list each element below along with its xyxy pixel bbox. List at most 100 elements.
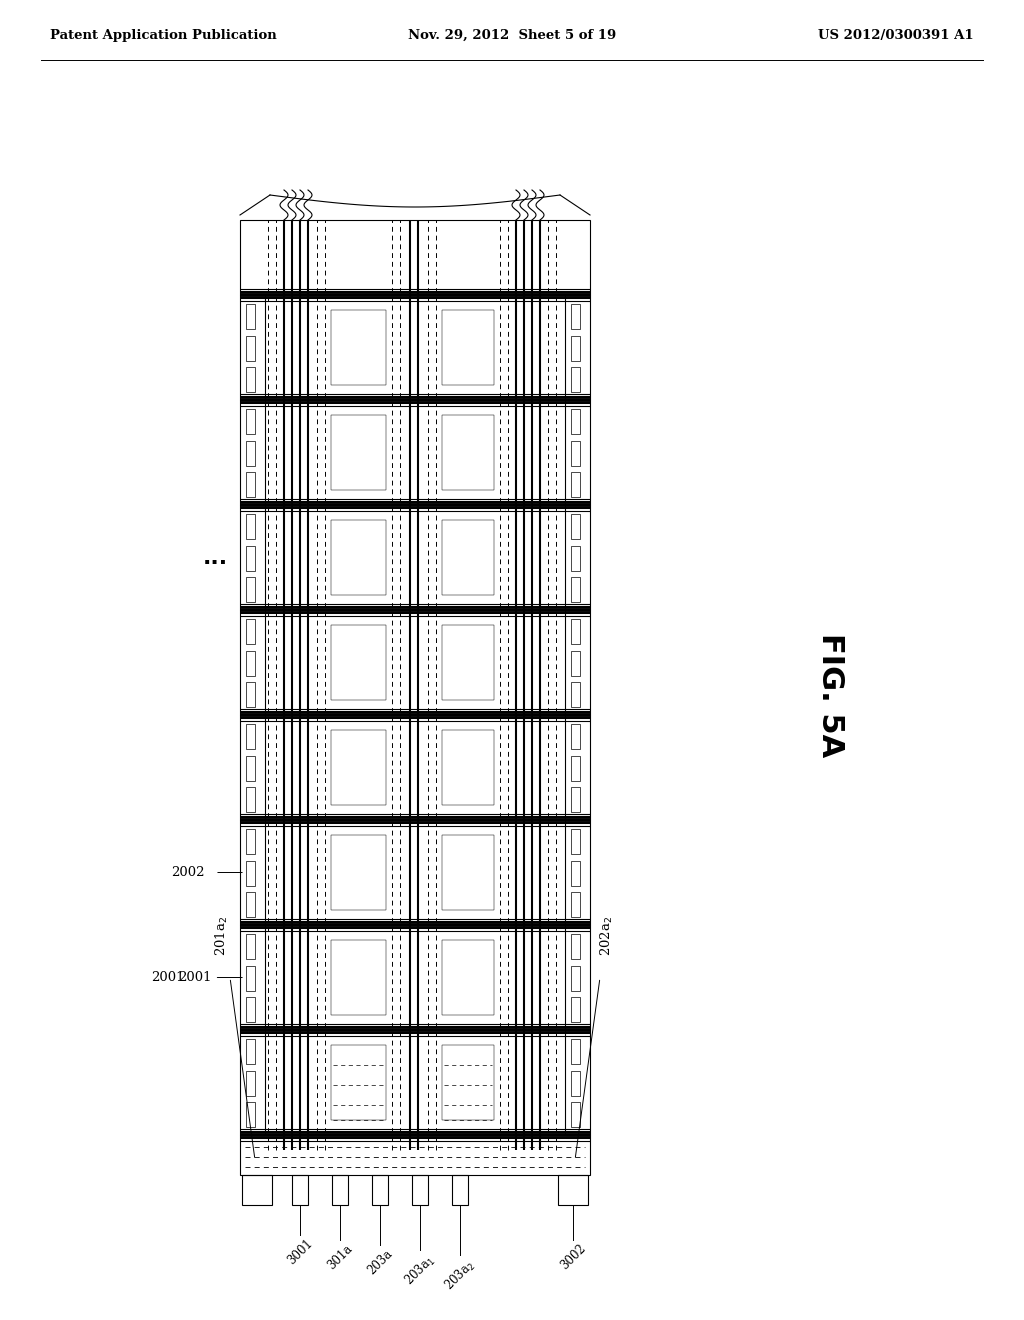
Bar (246, 473, 255, 498)
Bar (246, 515, 255, 539)
Bar (332, 1175, 348, 1205)
Bar (565, 400, 590, 506)
Bar (246, 829, 255, 854)
Text: Nov. 29, 2012  Sheet 5 of 19: Nov. 29, 2012 Sheet 5 of 19 (408, 29, 616, 41)
Bar (565, 925, 590, 1030)
Text: 2002: 2002 (171, 866, 205, 879)
Bar (240, 715, 265, 820)
Bar (570, 861, 580, 886)
Bar (331, 520, 386, 595)
Bar (570, 1039, 580, 1064)
Bar (442, 624, 494, 700)
Bar (442, 836, 494, 909)
Bar (246, 935, 255, 960)
Bar (240, 1135, 590, 1175)
Bar (565, 820, 590, 925)
Bar (240, 506, 265, 610)
Text: ...: ... (203, 548, 227, 568)
Bar (570, 935, 580, 960)
Bar (331, 414, 386, 490)
Bar (246, 1071, 255, 1096)
Bar (570, 725, 580, 750)
Bar (570, 829, 580, 854)
Bar (240, 610, 265, 715)
Bar (246, 409, 255, 434)
Bar (558, 1175, 588, 1205)
Bar (570, 1071, 580, 1096)
Bar (570, 682, 580, 708)
Bar (246, 682, 255, 708)
Bar (292, 1175, 308, 1205)
Text: FIG. 5A: FIG. 5A (815, 632, 845, 758)
Bar (570, 473, 580, 498)
Bar (246, 577, 255, 602)
Text: 3001: 3001 (285, 1237, 315, 1267)
Bar (331, 1045, 386, 1119)
Text: Patent Application Publication: Patent Application Publication (50, 29, 276, 41)
Bar (246, 861, 255, 886)
Bar (246, 755, 255, 780)
Bar (246, 966, 255, 990)
Bar (240, 1030, 265, 1135)
Bar (565, 294, 590, 400)
Bar (570, 367, 580, 392)
Bar (246, 441, 255, 466)
Bar (246, 892, 255, 917)
Text: 202a$_2$: 202a$_2$ (599, 916, 615, 957)
Bar (452, 1175, 468, 1205)
Bar (240, 925, 265, 1030)
Bar (331, 624, 386, 700)
Text: 201a$_2$: 201a$_2$ (214, 916, 230, 957)
Bar (570, 515, 580, 539)
Text: 203a: 203a (365, 1247, 395, 1276)
Bar (240, 220, 590, 294)
Bar (570, 1102, 580, 1127)
Bar (240, 820, 265, 925)
Bar (246, 367, 255, 392)
Bar (570, 304, 580, 329)
Text: 2001: 2001 (178, 972, 243, 983)
Bar (240, 294, 265, 400)
Bar (246, 1102, 255, 1127)
Bar (570, 335, 580, 360)
Bar (442, 310, 494, 385)
Bar (442, 940, 494, 1015)
Bar (570, 755, 580, 780)
Bar (570, 441, 580, 466)
Bar (246, 997, 255, 1022)
Bar (442, 414, 494, 490)
Bar (442, 1045, 494, 1119)
Text: US 2012/0300391 A1: US 2012/0300391 A1 (818, 29, 974, 41)
Bar (412, 1175, 428, 1205)
Bar (570, 787, 580, 812)
Bar (565, 715, 590, 820)
Bar (442, 730, 494, 805)
Bar (242, 1175, 272, 1205)
Bar (570, 619, 580, 644)
Text: 3002: 3002 (558, 1242, 588, 1272)
Bar (246, 651, 255, 676)
Bar (246, 304, 255, 329)
Bar (570, 577, 580, 602)
Bar (570, 892, 580, 917)
Bar (565, 506, 590, 610)
Bar (570, 997, 580, 1022)
Bar (331, 940, 386, 1015)
Bar (246, 787, 255, 812)
Text: 2001: 2001 (152, 972, 185, 983)
Bar (331, 310, 386, 385)
Text: 301a: 301a (325, 1242, 355, 1272)
Bar (570, 966, 580, 990)
Bar (246, 545, 255, 570)
Bar (246, 1039, 255, 1064)
Bar (570, 409, 580, 434)
Bar (372, 1175, 388, 1205)
Bar (246, 335, 255, 360)
Bar (246, 619, 255, 644)
Bar (240, 400, 265, 506)
Bar (442, 520, 494, 595)
Bar (570, 545, 580, 570)
Bar (565, 610, 590, 715)
Bar (331, 730, 386, 805)
Bar (331, 836, 386, 909)
